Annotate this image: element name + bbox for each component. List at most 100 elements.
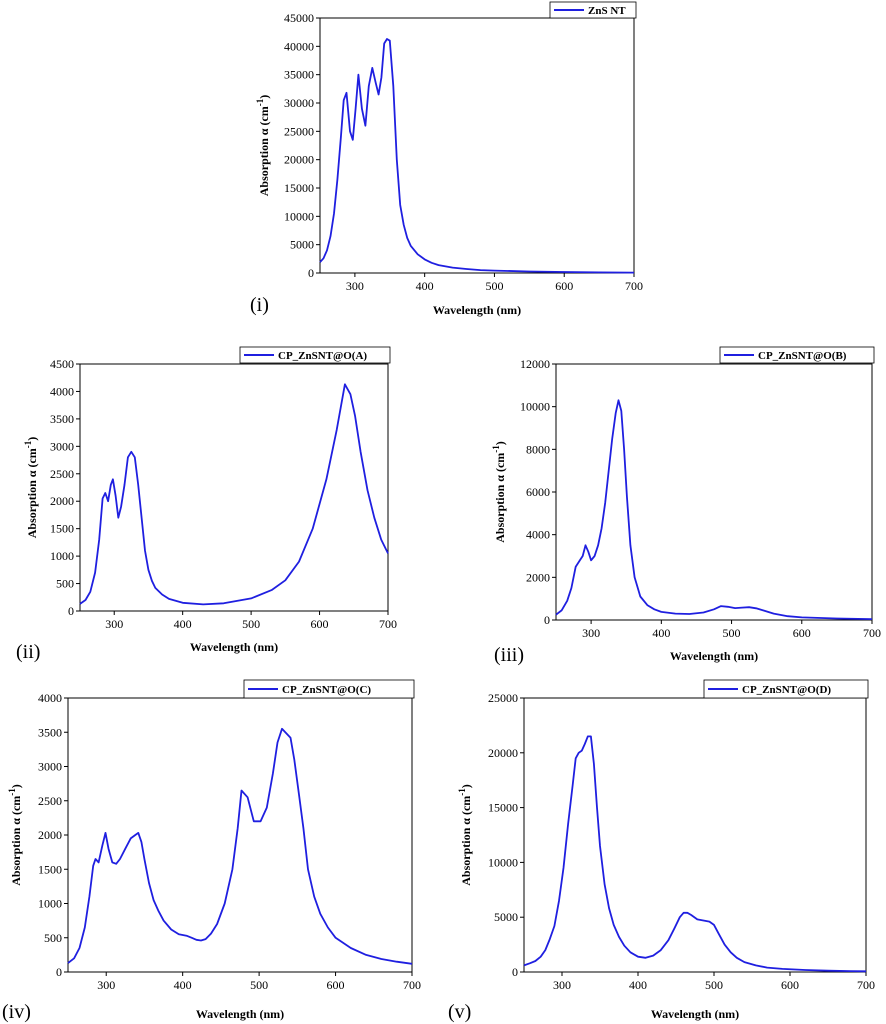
y-axis-title-close: ) <box>493 441 507 445</box>
y-axis-title-sup: -1 <box>457 788 467 796</box>
panel-label: (iv) <box>2 1001 31 1023</box>
plot-frame <box>79 363 389 612</box>
series-line-i <box>319 38 635 274</box>
y-tick-label: 12000 <box>520 357 550 371</box>
y-axis-title-sup: -1 <box>255 98 265 106</box>
legend-box <box>719 346 875 364</box>
x-axis-title: Wavelength (nm) <box>190 640 278 654</box>
x-axis-title: Wavelength (nm) <box>670 649 758 663</box>
y-tick-label: 4000 <box>526 528 550 542</box>
legend-label: ZnS NT <box>588 5 626 17</box>
x-tick-label: 300 <box>553 978 571 992</box>
x-tick-label: 400 <box>174 978 192 992</box>
y-axis-title-main: Absorption α (cm <box>459 796 473 886</box>
y-tick-label: 0 <box>512 965 518 979</box>
x-tick-label: 500 <box>485 279 503 293</box>
y-tick-label: 45000 <box>284 11 314 25</box>
y-tick-label: 0 <box>308 266 314 280</box>
x-axis-title: Wavelength (nm) <box>651 1007 739 1021</box>
x-tick-label: 700 <box>379 617 397 631</box>
x-tick-label: 600 <box>555 279 573 293</box>
legend-label: CP_ZnSNT@O(D) <box>742 684 831 696</box>
panel-iv: 300 400 500 600 700 0 500 1000 1500 2000 2500 3000 3… <box>2 679 421 1023</box>
y-axis-title: Absorption α (cm-1) <box>457 784 473 886</box>
panel-i: 300 400 500 600 700 0 5000 10000 15000 20000 25000… <box>250 1 643 317</box>
x-tick-label: 300 <box>105 617 123 631</box>
y-tick-label: 15000 <box>488 801 518 815</box>
y-tick-label: 25000 <box>284 124 314 138</box>
x-tick-label: 700 <box>625 279 643 293</box>
legend-box <box>703 679 869 699</box>
panel-ii: 300 400 500 600 700 0 500 1000 1500 2000 2500 3000 3… <box>16 346 397 663</box>
y-axis-title-main: Absorption α (cm <box>493 453 507 543</box>
x-tick-label: 400 <box>416 279 434 293</box>
x-tick-label: 500 <box>242 617 260 631</box>
legend-label: CP_ZnSNT@O(A) <box>278 350 367 362</box>
y-tick-label: 6000 <box>526 485 550 499</box>
y-tick-label: 15000 <box>284 181 314 195</box>
x-tick-label: 600 <box>327 978 345 992</box>
y-tick-label: 40000 <box>284 39 314 53</box>
y-axis-title: Absorption α (cm-1) <box>7 784 23 886</box>
y-axis-title-sup: -1 <box>7 788 17 796</box>
panel-v: 300 400 500 600 700 0 5000 10000 15000 20000 25000… <box>448 679 875 1023</box>
panel-iii: 300 400 500 600 700 0 2000 4000 6000 8000 10000 120… <box>491 346 881 666</box>
y-axis-title-sup: -1 <box>23 440 33 448</box>
y-tick-label: 1500 <box>38 862 62 876</box>
y-tick-label: 0 <box>56 965 62 979</box>
y-tick-label: 4000 <box>50 384 74 398</box>
x-tick-label: 400 <box>652 626 670 640</box>
y-tick-label: 4500 <box>50 357 74 371</box>
y-tick-label: 500 <box>56 577 74 591</box>
series-line-ii <box>79 383 389 606</box>
y-tick-label: 0 <box>68 604 74 618</box>
x-tick-label: 700 <box>863 626 881 640</box>
x-tick-label: 300 <box>97 978 115 992</box>
y-tick-label: 10000 <box>520 400 550 414</box>
plot-frame <box>555 363 873 621</box>
y-tick-label: 5000 <box>290 238 314 252</box>
y-tick-label: 2500 <box>50 467 74 481</box>
y-tick-label: 2000 <box>38 828 62 842</box>
y-tick-label: 10000 <box>284 209 314 223</box>
legend-box <box>239 346 391 364</box>
y-axis-title-close: ) <box>257 95 271 99</box>
legend-label: CP_ZnSNT@O(B) <box>758 350 847 362</box>
y-axis-title-close: ) <box>9 784 23 788</box>
legend-label: CP_ZnSNT@O(C) <box>282 684 371 696</box>
y-tick-label: 8000 <box>526 442 550 456</box>
y-tick-label: 0 <box>544 613 550 627</box>
plot-frame <box>67 697 413 973</box>
x-tick-label: 400 <box>174 617 192 631</box>
y-axis-title-main: Absorption α (cm <box>25 448 39 538</box>
series-line-iii <box>555 399 873 620</box>
y-axis-title-close: ) <box>459 784 473 788</box>
y-tick-label: 35000 <box>284 68 314 82</box>
panel-label: (i) <box>250 294 269 316</box>
panel-label: (v) <box>448 1001 471 1023</box>
series-line-v <box>523 735 867 973</box>
y-axis-title-main: Absorption α (cm <box>257 106 271 196</box>
panel-label: (ii) <box>16 641 40 663</box>
y-tick-label: 5000 <box>494 910 518 924</box>
y-tick-label: 1500 <box>50 522 74 536</box>
x-axis-title: Wavelength (nm) <box>196 1007 284 1021</box>
y-tick-label: 20000 <box>284 153 314 167</box>
x-tick-label: 700 <box>857 978 875 992</box>
y-axis-title-sup: -1 <box>491 445 501 453</box>
y-axis-title-main: Absorption α (cm <box>9 796 23 886</box>
y-tick-label: 3000 <box>50 439 74 453</box>
x-tick-label: 500 <box>250 978 268 992</box>
y-tick-label: 4000 <box>38 691 62 705</box>
x-tick-label: 500 <box>723 626 741 640</box>
x-tick-label: 400 <box>629 978 647 992</box>
y-tick-label: 2000 <box>526 570 550 584</box>
y-tick-label: 10000 <box>488 855 518 869</box>
y-tick-label: 500 <box>44 931 62 945</box>
y-tick-label: 1000 <box>38 897 62 911</box>
y-axis-title: Absorption α (cm-1) <box>491 441 507 543</box>
legend-box <box>549 1 637 19</box>
legend-box <box>243 679 415 699</box>
y-tick-label: 25000 <box>488 691 518 705</box>
y-tick-label: 2500 <box>38 794 62 808</box>
